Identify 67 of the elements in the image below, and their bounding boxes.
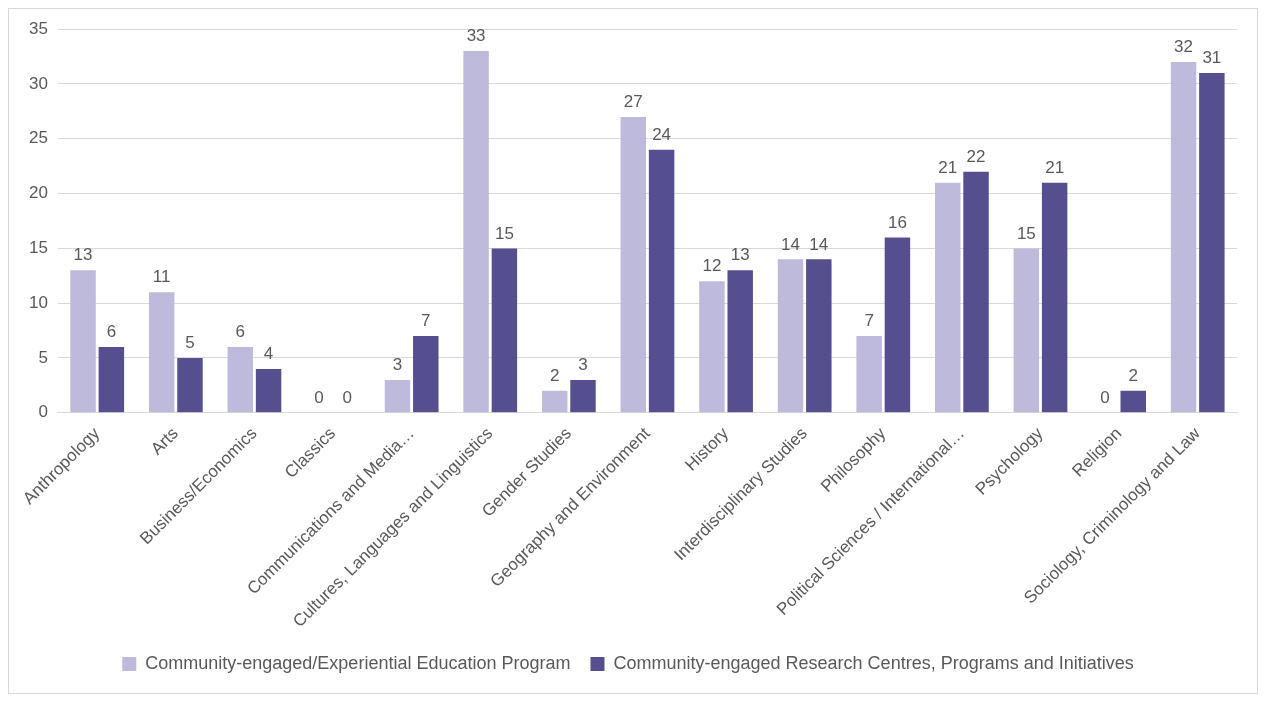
- bar: [727, 270, 753, 413]
- y-tick-label: 35: [28, 18, 48, 38]
- data-label: 21: [1045, 157, 1065, 177]
- data-label: 7: [421, 311, 431, 331]
- data-label: 21: [938, 157, 958, 177]
- bar: [413, 336, 439, 413]
- data-label: 14: [781, 234, 800, 254]
- data-label: 27: [623, 92, 643, 112]
- bar: [1013, 248, 1040, 413]
- data-label: 3: [578, 355, 588, 375]
- y-tick-label: 5: [38, 347, 48, 367]
- data-label: 12: [702, 256, 722, 276]
- data-label: 0: [314, 387, 324, 407]
- data-label: 32: [1174, 37, 1194, 57]
- bar: [227, 347, 254, 413]
- bar: [541, 390, 568, 413]
- data-label: 0: [1100, 387, 1110, 407]
- y-tick-label: 10: [28, 292, 48, 312]
- data-label: 6: [106, 322, 117, 342]
- bar: [491, 248, 518, 413]
- bar: [648, 149, 675, 413]
- data-label: 24: [652, 124, 672, 144]
- y-tick-label: 15: [28, 238, 48, 258]
- bar: [570, 379, 596, 413]
- data-label: 0: [342, 387, 352, 407]
- data-label: 14: [809, 234, 829, 254]
- data-label: 7: [864, 311, 874, 331]
- bar: [963, 171, 989, 413]
- legend-label: Community-engaged/Experiential Education Program: [145, 652, 571, 673]
- bar: [148, 292, 175, 413]
- data-label: 5: [185, 333, 195, 353]
- bar: [777, 259, 804, 413]
- bar: [856, 336, 882, 413]
- data-label: 33: [466, 26, 486, 46]
- data-label: 2: [549, 366, 560, 386]
- bar: [177, 357, 203, 413]
- data-label: 11: [152, 267, 171, 287]
- data-label: 13: [73, 245, 93, 265]
- data-label: 6: [235, 322, 246, 342]
- y-tick-label: 30: [28, 73, 48, 93]
- bar: [255, 368, 282, 413]
- bar: [384, 379, 411, 413]
- legend-label: Community-engaged Research Centres, Programs and Initiatives: [613, 652, 1134, 673]
- bar: [806, 259, 832, 413]
- bar: [699, 281, 725, 413]
- y-tick-label: 0: [38, 402, 48, 422]
- data-label: 15: [1016, 223, 1036, 243]
- data-label: 3: [392, 355, 403, 375]
- y-tick-label: 20: [28, 183, 48, 203]
- data-label: 2: [1128, 366, 1138, 386]
- bar: [70, 270, 96, 413]
- bar: [935, 182, 961, 413]
- data-label: 13: [730, 245, 750, 265]
- bar: [1041, 182, 1068, 413]
- bar: [1199, 73, 1225, 413]
- bar: [884, 237, 911, 413]
- data-label: 22: [966, 146, 986, 166]
- data-label: 4: [263, 344, 274, 364]
- y-tick-label: 25: [28, 128, 48, 148]
- bar: [1170, 62, 1197, 413]
- data-label: 15: [494, 223, 514, 243]
- bar: [98, 347, 125, 413]
- bar: [620, 116, 647, 413]
- data-label: 16: [887, 212, 907, 232]
- bar: [1120, 390, 1146, 413]
- bar: [463, 51, 489, 413]
- data-label: 31: [1202, 48, 1222, 68]
